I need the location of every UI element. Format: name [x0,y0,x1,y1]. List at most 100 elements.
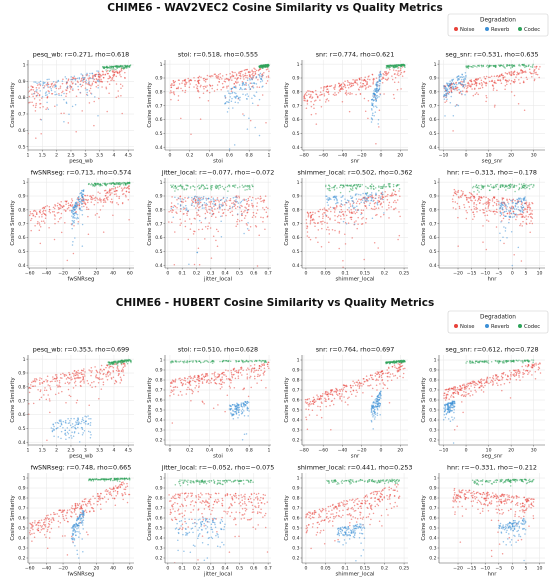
data-point-noise [369,202,371,204]
data-point-noise [103,198,106,200]
data-point-codec [403,65,405,67]
data-point-noise [220,88,222,91]
data-point-noise [197,76,200,79]
data-point-noise [397,238,399,241]
data-point-codec [503,184,505,186]
data-point-reverb [72,217,74,219]
data-point-noise [196,85,199,87]
data-point-reverb [505,204,507,206]
data-point-reverb [376,83,379,86]
data-point-codec [395,65,397,67]
data-point-noise [188,218,191,220]
data-point-noise [349,93,351,95]
data-point-codec [478,187,480,190]
data-point-noise [122,366,125,368]
data-point-noise [466,86,469,89]
data-point-codec [99,183,102,186]
data-point-noise [387,204,390,207]
data-point-noise [92,74,94,77]
data-point-noise [483,212,486,214]
data-point-noise [479,199,482,202]
data-point-noise [456,191,458,193]
data-point-noise [249,71,251,73]
data-point-reverb [204,217,207,220]
data-point-noise [98,378,101,381]
data-point-noise [48,210,50,213]
data-point-noise [455,87,458,90]
data-point-noise [110,198,113,201]
data-point-noise [236,82,238,84]
data-point-reverb [515,213,517,215]
data-point-noise [79,376,82,379]
data-point-reverb [258,74,260,76]
data-point-noise [186,381,189,383]
data-point-noise [120,75,122,78]
data-point-reverb [46,101,48,104]
data-point-reverb [86,94,89,96]
data-point-noise [263,208,266,211]
data-point-noise [451,198,454,200]
data-point-noise [70,205,72,207]
data-point-reverb [341,204,344,206]
data-point-noise [521,69,524,72]
data-point-noise [116,186,119,188]
data-point-noise [519,213,522,215]
data-point-noise [338,230,341,233]
data-point-noise [234,204,237,206]
data-point-noise [308,236,310,239]
data-point-noise [34,379,36,382]
data-point-codec [352,184,355,187]
data-point-reverb [449,101,452,104]
data-point-noise [28,386,31,389]
data-point-noise [389,68,391,71]
data-point-reverb [90,93,93,95]
data-point-noise [39,377,41,379]
data-point-noise [343,83,346,85]
data-point-noise [194,199,197,202]
data-point-noise [208,205,210,208]
data-point-reverb [210,199,212,201]
data-point-reverb [205,197,207,199]
data-point-noise [60,205,63,207]
data-point-reverb [240,213,243,215]
data-point-reverb [207,198,210,200]
data-point-noise [65,378,68,380]
data-point-reverb [501,208,503,210]
data-point-noise [171,82,173,85]
data-point-noise [483,196,485,198]
data-point-noise [94,197,96,200]
data-point-noise [61,390,63,393]
data-point-noise [351,93,353,95]
data-point-noise [101,370,103,372]
data-point-codec [329,185,331,188]
data-point-reverb [206,203,209,206]
x-tick-label: 1 [268,153,271,159]
data-point-noise [499,214,502,217]
data-point-reverb [220,203,222,206]
data-point-codec [108,362,111,364]
data-point-reverb [40,119,43,121]
data-point-noise [71,198,73,200]
data-point-noise [33,97,36,100]
data-point-noise [113,71,116,74]
data-point-noise [170,98,172,101]
data-point-codec [118,65,120,67]
data-point-noise [67,78,70,80]
data-point-reverb [513,215,516,218]
data-point-noise [487,207,489,209]
data-point-noise [263,371,265,373]
data-point-noise [508,79,510,81]
data-point-reverb [327,199,329,201]
data-point-codec [506,185,509,188]
data-point-reverb [71,105,74,108]
data-point-noise [75,384,77,387]
data-point-noise [492,89,495,91]
data-point-reverb [353,201,355,204]
data-point-noise [71,76,74,79]
data-point-noise [493,201,496,204]
data-point-noise [329,206,332,208]
data-point-noise [254,225,257,227]
data-point-noise [498,203,500,206]
data-point-noise [263,199,266,202]
